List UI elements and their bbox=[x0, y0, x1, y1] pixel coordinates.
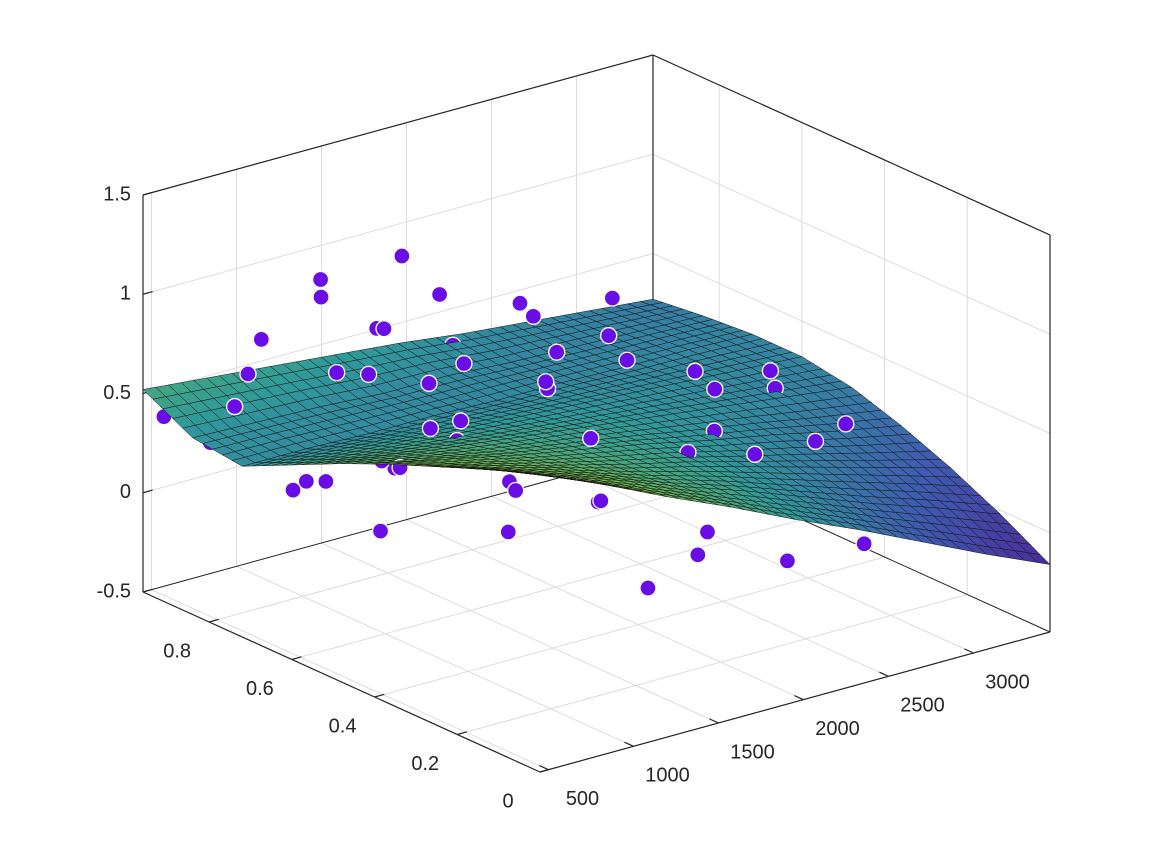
scatter-point bbox=[371, 522, 390, 540]
scatter-point bbox=[706, 380, 724, 398]
scatter-point bbox=[452, 412, 470, 430]
x-tick bbox=[879, 671, 889, 677]
scatter-point bbox=[855, 535, 873, 553]
y-tick-label: 0.2 bbox=[411, 753, 439, 775]
y-tick bbox=[457, 731, 468, 736]
scatter-point bbox=[806, 432, 825, 450]
grid-line bbox=[209, 481, 720, 623]
y-tick bbox=[291, 656, 302, 661]
x-tick bbox=[539, 764, 549, 771]
z-tick-label: 1 bbox=[120, 283, 131, 305]
scatter-point bbox=[698, 523, 717, 541]
scatter-point bbox=[778, 552, 797, 570]
y-tick bbox=[539, 768, 550, 773]
scatter-point bbox=[430, 285, 449, 304]
scatter-point bbox=[226, 397, 244, 416]
z-tick-label: -0.5 bbox=[97, 580, 131, 602]
grid-line bbox=[142, 153, 654, 295]
y-tick-label: 0.6 bbox=[246, 678, 274, 700]
z-tick-label: 1.5 bbox=[103, 183, 131, 205]
grid-line bbox=[374, 556, 885, 698]
x-tick-label: 1000 bbox=[645, 765, 690, 787]
y-tick bbox=[374, 693, 385, 698]
scatter-point bbox=[592, 492, 610, 510]
z-tick bbox=[142, 191, 153, 196]
scatter-point bbox=[375, 320, 393, 338]
x-tick bbox=[624, 741, 634, 747]
scatter-point bbox=[284, 481, 302, 499]
scatter-point bbox=[686, 362, 704, 380]
scatter-point bbox=[420, 374, 438, 392]
scatter-point bbox=[689, 546, 707, 564]
z-tick-label: 0.5 bbox=[103, 382, 131, 404]
scatter-point bbox=[312, 288, 330, 306]
scatter-point bbox=[618, 351, 636, 369]
scatter-point bbox=[239, 365, 257, 383]
box-edge bbox=[652, 54, 1051, 236]
y-tick-label: 0.4 bbox=[329, 715, 357, 737]
scatter-point bbox=[393, 247, 411, 265]
scatter-point bbox=[499, 523, 517, 541]
surface-patch bbox=[529, 473, 554, 477]
scatter-point bbox=[639, 579, 657, 597]
scatter-point bbox=[506, 481, 525, 500]
x-axis bbox=[539, 631, 1051, 773]
y-tick-label: 0 bbox=[502, 790, 513, 812]
z-tick bbox=[142, 588, 153, 593]
scatter-point bbox=[317, 472, 335, 491]
scatter-point bbox=[297, 472, 315, 491]
x-tick-label: 1500 bbox=[730, 741, 775, 763]
scatter-point bbox=[359, 365, 378, 384]
scatter-point bbox=[548, 343, 566, 361]
grid-line bbox=[291, 519, 803, 660]
x-tick-label: 500 bbox=[566, 788, 599, 810]
grid-line bbox=[142, 253, 654, 394]
x-tick-label: 2500 bbox=[900, 695, 945, 717]
grid-line bbox=[652, 253, 1051, 434]
scatter-point bbox=[761, 362, 780, 380]
scatter-point bbox=[328, 363, 346, 382]
z-tick bbox=[142, 291, 153, 295]
y-tick-label: 0.8 bbox=[163, 640, 191, 662]
z-tick-label: 0 bbox=[120, 481, 131, 503]
scatter-point bbox=[524, 307, 542, 325]
scatter-point bbox=[837, 415, 855, 433]
scatter-point bbox=[537, 373, 555, 391]
x-tick-label: 3000 bbox=[985, 671, 1030, 693]
scatter-point bbox=[603, 289, 621, 307]
scatter-point bbox=[511, 294, 529, 312]
scatter-point bbox=[455, 354, 473, 373]
grid-line bbox=[652, 153, 1051, 335]
grid-line bbox=[457, 594, 968, 735]
scatter-point bbox=[252, 330, 270, 349]
scatter-point bbox=[746, 445, 764, 463]
y-tick bbox=[209, 618, 219, 623]
x-tick bbox=[964, 648, 974, 654]
z-tick bbox=[142, 489, 153, 494]
scatter-point bbox=[582, 429, 600, 447]
scatter-point bbox=[311, 270, 330, 289]
x-tick-label: 2000 bbox=[815, 718, 860, 740]
x-tick bbox=[794, 694, 804, 701]
x-tick bbox=[709, 718, 719, 724]
scatter-point bbox=[600, 327, 618, 345]
box-edge bbox=[142, 54, 654, 196]
scatter-point bbox=[421, 419, 440, 438]
